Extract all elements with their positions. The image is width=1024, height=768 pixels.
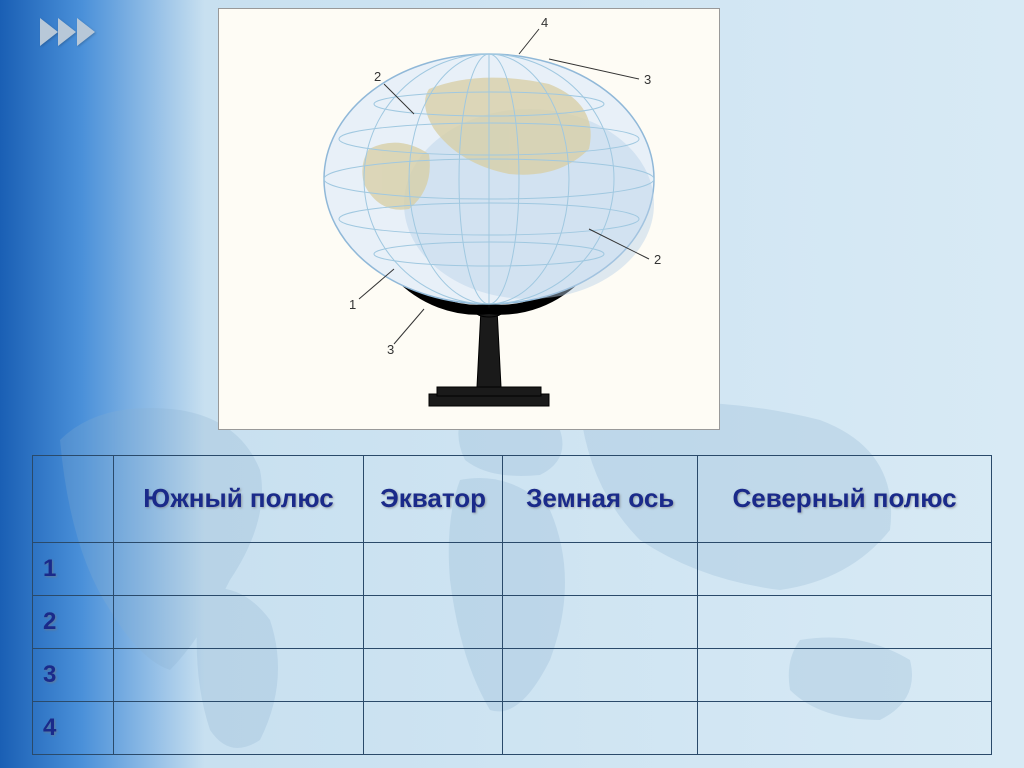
svg-text:2: 2 bbox=[654, 252, 661, 267]
slide-arrows-deco bbox=[40, 18, 91, 51]
table-corner bbox=[33, 456, 114, 543]
globe-diagram: 2 2 3 3 4 1 bbox=[218, 8, 720, 430]
col-header: Земная ось bbox=[503, 456, 698, 543]
table-cell bbox=[363, 596, 502, 649]
table-cell bbox=[698, 702, 992, 755]
answer-table: Южный полюс Экватор Земная ось Северный … bbox=[32, 455, 992, 755]
slide-background: 2 2 3 3 4 1 Южный полюс Экватор Земная о… bbox=[0, 0, 1024, 768]
row-header: 4 bbox=[33, 702, 114, 755]
row-header: 1 bbox=[33, 543, 114, 596]
table-cell bbox=[503, 543, 698, 596]
arrow-icon bbox=[58, 18, 76, 46]
table-cell bbox=[114, 596, 364, 649]
table-cell bbox=[114, 702, 364, 755]
row-header: 2 bbox=[33, 596, 114, 649]
table-cell bbox=[363, 649, 502, 702]
col-header: Экватор bbox=[363, 456, 502, 543]
col-header: Северный полюс bbox=[698, 456, 992, 543]
table-cell bbox=[114, 649, 364, 702]
svg-text:3: 3 bbox=[644, 72, 651, 87]
table-cell bbox=[114, 543, 364, 596]
col-header: Южный полюс bbox=[114, 456, 364, 543]
table-cell bbox=[503, 702, 698, 755]
svg-text:4: 4 bbox=[541, 15, 548, 30]
table-cell bbox=[363, 543, 502, 596]
row-header: 3 bbox=[33, 649, 114, 702]
table-cell bbox=[698, 543, 992, 596]
svg-text:3: 3 bbox=[387, 342, 394, 357]
arrow-icon bbox=[40, 18, 58, 46]
table-cell bbox=[503, 649, 698, 702]
table-cell bbox=[503, 596, 698, 649]
table-cell bbox=[698, 649, 992, 702]
table-cell bbox=[363, 702, 502, 755]
table-cell bbox=[698, 596, 992, 649]
svg-text:1: 1 bbox=[349, 297, 356, 312]
arrow-icon bbox=[77, 18, 95, 46]
svg-text:2: 2 bbox=[374, 69, 381, 84]
